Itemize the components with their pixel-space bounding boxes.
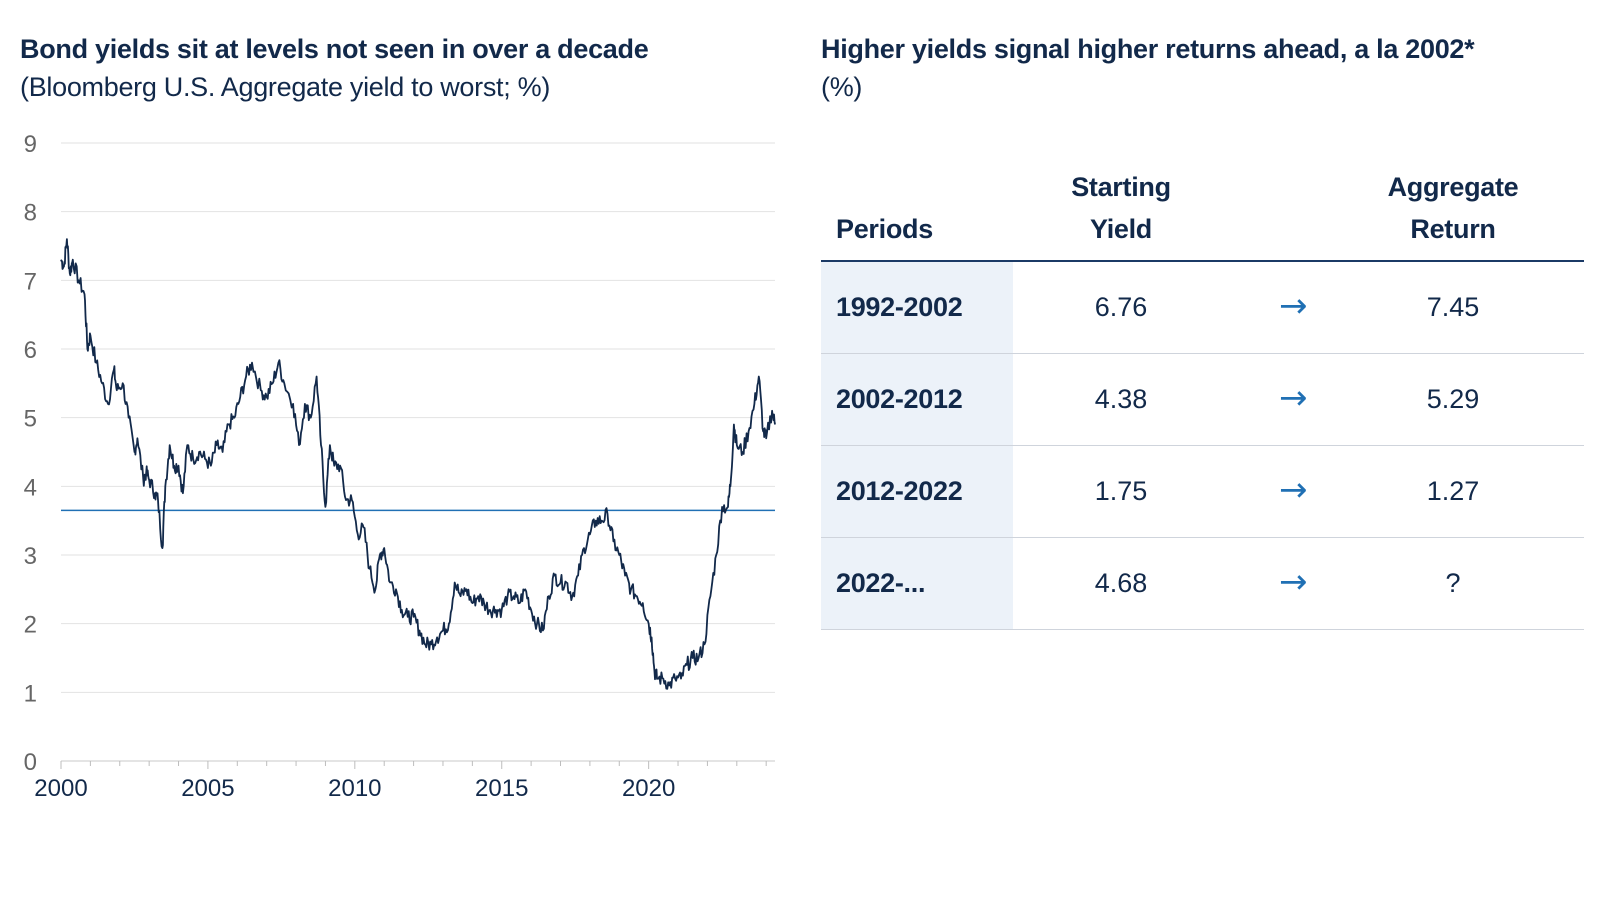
chart-axes: 0 1 2 3 4 5 6 7 8 9 2000 2005 2010 2015 2020 bbox=[24, 131, 775, 802]
y-tick-label: 1 bbox=[24, 680, 37, 707]
aggregate-return-value: 7.45 bbox=[1426, 292, 1480, 322]
y-tick-label: 9 bbox=[24, 131, 37, 158]
y-tick-label: 2 bbox=[24, 612, 37, 639]
y-tick-label: 4 bbox=[24, 474, 37, 501]
header-periods: Periods bbox=[836, 214, 933, 244]
yield-series-line bbox=[60, 238, 776, 690]
chart-series bbox=[60, 238, 776, 690]
returns-table: Periods Starting Yield Aggregate Return … bbox=[821, 150, 1584, 630]
period-label: 2002-2012 bbox=[836, 384, 963, 414]
period-cell bbox=[821, 446, 1013, 537]
aggregate-return-value: 1.27 bbox=[1426, 476, 1480, 506]
starting-yield-value: 4.68 bbox=[1094, 568, 1148, 598]
y-tick-label: 3 bbox=[24, 543, 37, 570]
x-tick-label: 2020 bbox=[622, 775, 675, 802]
chart-gridlines bbox=[61, 142, 775, 693]
right-table-title: Higher yields signal higher returns ahea… bbox=[821, 34, 1475, 64]
table-row: 2002-2012 4.38 → 5.29 bbox=[821, 354, 1584, 446]
left-chart-title: Bond yields sit at levels not seen in ov… bbox=[20, 34, 649, 64]
x-tick-label: 2010 bbox=[328, 775, 381, 802]
header-aggregate-return: Aggregate Return bbox=[1343, 166, 1563, 250]
y-tick-label: 5 bbox=[24, 406, 37, 433]
y-tick-label: 7 bbox=[24, 268, 37, 295]
y-tick-label: 0 bbox=[24, 749, 37, 776]
starting-yield-value: 1.75 bbox=[1094, 476, 1148, 506]
period-label: 1992-2002 bbox=[836, 292, 963, 322]
period-cell bbox=[821, 262, 1013, 353]
x-tick-label: 2000 bbox=[34, 775, 87, 802]
right-table-subtitle: (%) bbox=[821, 72, 863, 102]
y-tick-label: 6 bbox=[24, 337, 37, 364]
y-tick-label: 8 bbox=[24, 200, 37, 227]
left-chart-subtitle: (Bloomberg U.S. Aggregate yield to worst… bbox=[20, 72, 551, 102]
aggregate-return-value: 5.29 bbox=[1426, 384, 1480, 414]
period-label: 2012-2022 bbox=[836, 476, 963, 506]
right-arrow-icon: → bbox=[1279, 562, 1308, 602]
table-row: 2022-... 4.68 → ? bbox=[821, 538, 1584, 630]
yield-line-chart: 0 1 2 3 4 5 6 7 8 9 2000 2005 2010 2015 2020 bbox=[24, 131, 776, 802]
period-cell bbox=[821, 354, 1013, 445]
right-arrow-icon: → bbox=[1279, 378, 1308, 418]
right-arrow-icon: → bbox=[1279, 286, 1308, 326]
period-label: 2022-... bbox=[836, 568, 926, 598]
header-aggregate-return-line1: Aggregate bbox=[1387, 172, 1519, 202]
header-starting-yield-line1: Starting bbox=[1071, 172, 1171, 202]
aggregate-return-value: ? bbox=[1445, 568, 1461, 598]
table-row: 2012-2022 1.75 → 1.27 bbox=[821, 446, 1584, 538]
starting-yield-value: 6.76 bbox=[1094, 292, 1148, 322]
header-starting-yield-line2: Yield bbox=[1089, 214, 1153, 244]
table-row: 1992-2002 6.76 → 7.45 bbox=[821, 262, 1584, 354]
table-header: Periods Starting Yield Aggregate Return bbox=[821, 150, 1584, 262]
right-arrow-icon: → bbox=[1279, 470, 1308, 510]
x-tick-label: 2015 bbox=[475, 775, 528, 802]
starting-yield-value: 4.38 bbox=[1094, 384, 1148, 414]
period-cell bbox=[821, 538, 1013, 629]
header-aggregate-return-line2: Return bbox=[1410, 214, 1496, 244]
header-starting-yield: Starting Yield bbox=[1011, 166, 1231, 250]
x-tick-label: 2005 bbox=[181, 775, 234, 802]
